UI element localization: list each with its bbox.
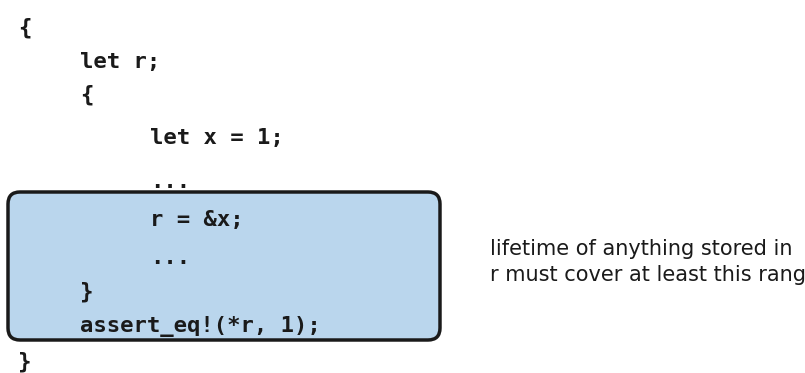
Text: }: }: [18, 352, 31, 373]
Text: {: {: [18, 18, 31, 38]
Text: r = &x;: r = &x;: [150, 210, 244, 230]
Text: {: {: [80, 85, 93, 106]
Text: assert_eq!(*r, 1);: assert_eq!(*r, 1);: [80, 316, 320, 337]
Text: lifetime of anything stored in
r must cover at least this range: lifetime of anything stored in r must co…: [490, 239, 805, 285]
FancyBboxPatch shape: [8, 192, 440, 340]
Text: ...: ...: [150, 248, 190, 268]
Text: ...: ...: [150, 172, 190, 192]
Text: let r;: let r;: [80, 52, 160, 72]
Text: }: }: [80, 282, 93, 303]
Text: let x = 1;: let x = 1;: [150, 128, 283, 148]
